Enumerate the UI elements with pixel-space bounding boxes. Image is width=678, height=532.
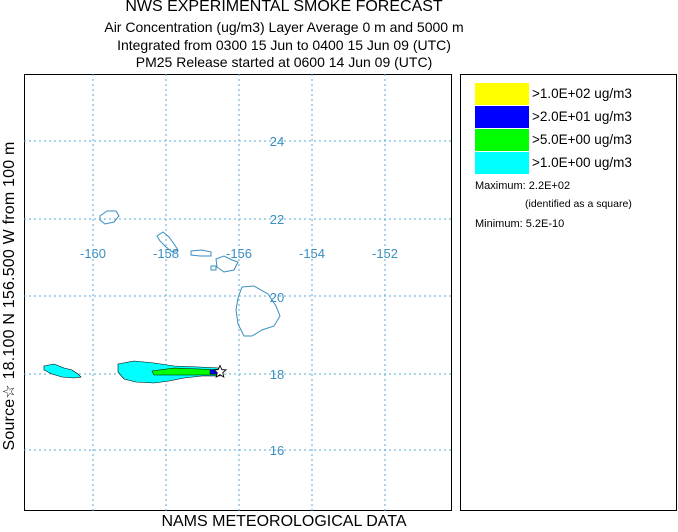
island-oahu	[156, 231, 179, 253]
minimum-value: Minimum: 5.2E-10	[475, 218, 565, 230]
lat-label-24: 24	[270, 134, 284, 149]
plume-west	[43, 363, 82, 379]
island-maui	[215, 255, 239, 273]
maximum-value: Maximum: 2.2E+02	[475, 180, 571, 192]
lon-label-154: -154	[299, 246, 325, 261]
legend-swatch-yellow	[475, 83, 529, 105]
source-location-label: Source☆ 18.100 N 156.500 W from 100 m	[1, 141, 18, 451]
subtitle-concentration: Air Concentration (ug/m3) Layer Average …	[104, 19, 464, 35]
lat-label-22: 22	[270, 212, 284, 227]
smoke-plume	[43, 360, 221, 384]
meteorological-data-label: NAMS METEOROLOGICAL DATA	[161, 513, 407, 530]
legend-item-1: >1.0E+00 ug/m3	[475, 152, 678, 174]
legend-label: >5.0E+00 ug/m3	[532, 132, 632, 147]
legend-label: >1.0E+02 ug/m3	[532, 86, 632, 101]
legend-label: >2.0E+01 ug/m3	[532, 109, 632, 124]
graticule	[24, 74, 452, 511]
legend-swatch-green	[475, 129, 529, 151]
star-icon	[212, 364, 228, 378]
island-hawaii	[235, 285, 281, 337]
lon-label-158: -158	[153, 246, 179, 261]
lon-label-160: -160	[80, 246, 106, 261]
legend-swatch-blue	[475, 106, 529, 128]
legend-swatch-cyan	[475, 152, 529, 174]
island-molokai	[190, 249, 212, 257]
lat-label-20: 20	[270, 290, 284, 305]
smoke-map[interactable]: -160 -158 -156 -154 -152 24 22 20 18 16	[24, 74, 452, 511]
lat-label-16: 16	[270, 443, 284, 458]
legend-item-5: >5.0E+00 ug/m3	[475, 129, 678, 151]
subtitle-release: PM25 Release started at 0600 14 Jun 09 (…	[135, 54, 433, 70]
coastlines	[99, 210, 281, 337]
lon-label-152: -152	[372, 246, 398, 261]
forecast-title: NWS EXPERIMENTAL SMOKE FORECAST	[125, 0, 443, 15]
maximum-note: (identified as a square)	[525, 198, 632, 210]
island-kahoolawe	[210, 265, 217, 271]
lat-label-18: 18	[270, 367, 284, 382]
island-niihau	[99, 210, 120, 225]
lon-labels: -160 -158 -156 -154 -152	[80, 246, 398, 261]
legend-item-100: >1.0E+02 ug/m3	[475, 83, 678, 105]
lon-label-156: -156	[226, 246, 252, 261]
concentration-legend: >1.0E+02 ug/m3 >2.0E+01 ug/m3 >5.0E+00 u…	[460, 74, 677, 511]
legend-label: >1.0E+00 ug/m3	[532, 155, 632, 170]
lat-labels: 24 22 20 18 16	[270, 134, 284, 458]
legend-item-20: >2.0E+01 ug/m3	[475, 106, 678, 128]
subtitle-integration: Integrated from 0300 15 Jun to 0400 15 J…	[117, 37, 451, 53]
map-frame	[24, 74, 452, 511]
